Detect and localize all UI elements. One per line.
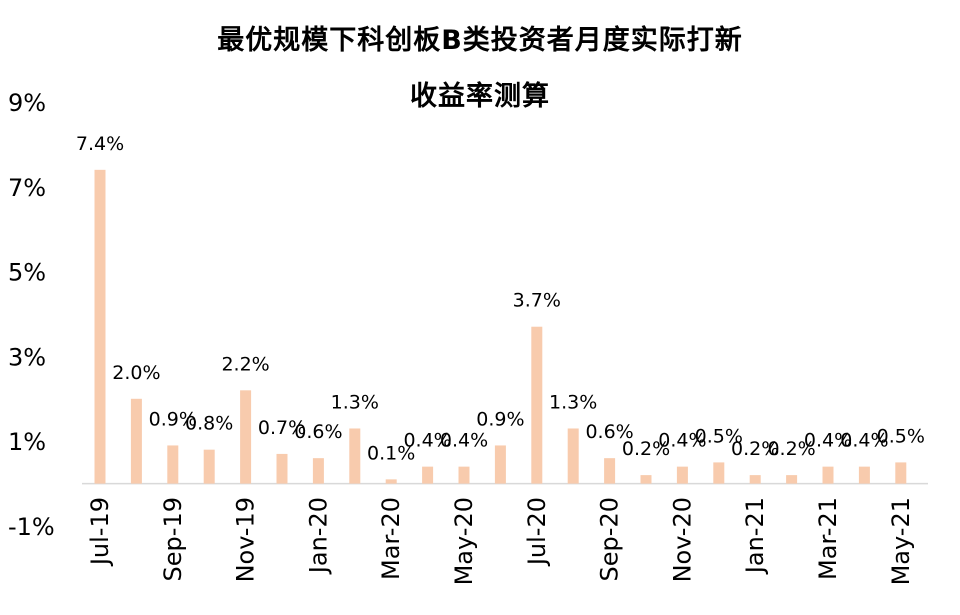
data-label: 7.4% <box>76 133 124 155</box>
data-label: 3.7% <box>513 290 561 312</box>
y-tick-label: 9% <box>8 89 46 117</box>
data-label: 0.8% <box>185 413 233 435</box>
bar <box>167 445 179 484</box>
data-label: 0.7% <box>258 417 306 439</box>
data-label: 0.6% <box>294 421 342 443</box>
bar <box>713 462 725 484</box>
bar <box>895 462 907 484</box>
data-label: 0.6% <box>585 421 633 443</box>
data-label: 0.9% <box>476 408 524 430</box>
data-label: 1.3% <box>549 391 597 413</box>
bar <box>458 466 470 484</box>
x-tick-label: Mar-20 <box>377 497 405 580</box>
bar <box>385 479 397 484</box>
data-label: 0.9% <box>149 408 197 430</box>
bar <box>312 458 324 484</box>
x-tick-label: May-21 <box>887 497 915 585</box>
x-tick-label: Jan-21 <box>741 497 769 575</box>
data-label: 0.4% <box>658 430 706 452</box>
x-tick-label: May-20 <box>450 497 478 585</box>
y-tick-label: 3% <box>8 343 46 371</box>
x-tick-label: Sep-19 <box>159 497 187 581</box>
data-label: 0.5% <box>695 425 743 447</box>
bar <box>94 169 106 484</box>
x-tick-label: Jan-20 <box>304 497 332 575</box>
bar <box>349 428 361 484</box>
bar <box>749 475 761 484</box>
data-label: 0.2% <box>731 438 779 460</box>
x-tick-label: Sep-20 <box>596 497 624 581</box>
x-tick-label: Nov-19 <box>232 497 260 582</box>
chart-title-line-2: 收益率测算 <box>410 81 550 112</box>
bar <box>422 466 434 484</box>
bar <box>276 453 288 484</box>
bar <box>822 466 834 484</box>
data-label: 0.4% <box>440 430 488 452</box>
data-label: 0.4% <box>804 430 852 452</box>
bar <box>640 475 652 484</box>
bar <box>604 458 616 484</box>
data-label: 0.2% <box>767 438 815 460</box>
chart-title-line-1: 最优规模下科创板B类投资者月度实际打新 <box>217 25 743 56</box>
bar <box>240 390 252 484</box>
data-label: 2.0% <box>112 362 160 384</box>
x-tick-label: Jul-20 <box>523 497 551 567</box>
data-label: 0.1% <box>367 442 415 464</box>
bar <box>531 326 543 484</box>
y-tick-label: 1% <box>8 428 46 456</box>
x-tick-label: Nov-20 <box>668 497 696 582</box>
data-label: 0.4% <box>403 430 451 452</box>
y-tick-label: -1% <box>8 513 55 541</box>
data-label: 0.4% <box>840 430 888 452</box>
data-label: 1.3% <box>331 391 379 413</box>
bar <box>494 445 506 484</box>
bar <box>130 398 142 484</box>
x-tick-label: Jul-19 <box>86 497 114 567</box>
data-label: 0.5% <box>877 425 925 447</box>
y-tick-label: 7% <box>8 174 46 202</box>
bar <box>676 466 688 484</box>
x-tick-label: Mar-21 <box>814 497 842 580</box>
bar <box>567 428 579 484</box>
bar <box>786 475 798 484</box>
bar <box>858 466 870 484</box>
bar <box>203 449 215 484</box>
data-label: 2.2% <box>221 353 269 375</box>
y-tick-label: 5% <box>8 259 46 287</box>
data-label: 0.2% <box>622 438 670 460</box>
